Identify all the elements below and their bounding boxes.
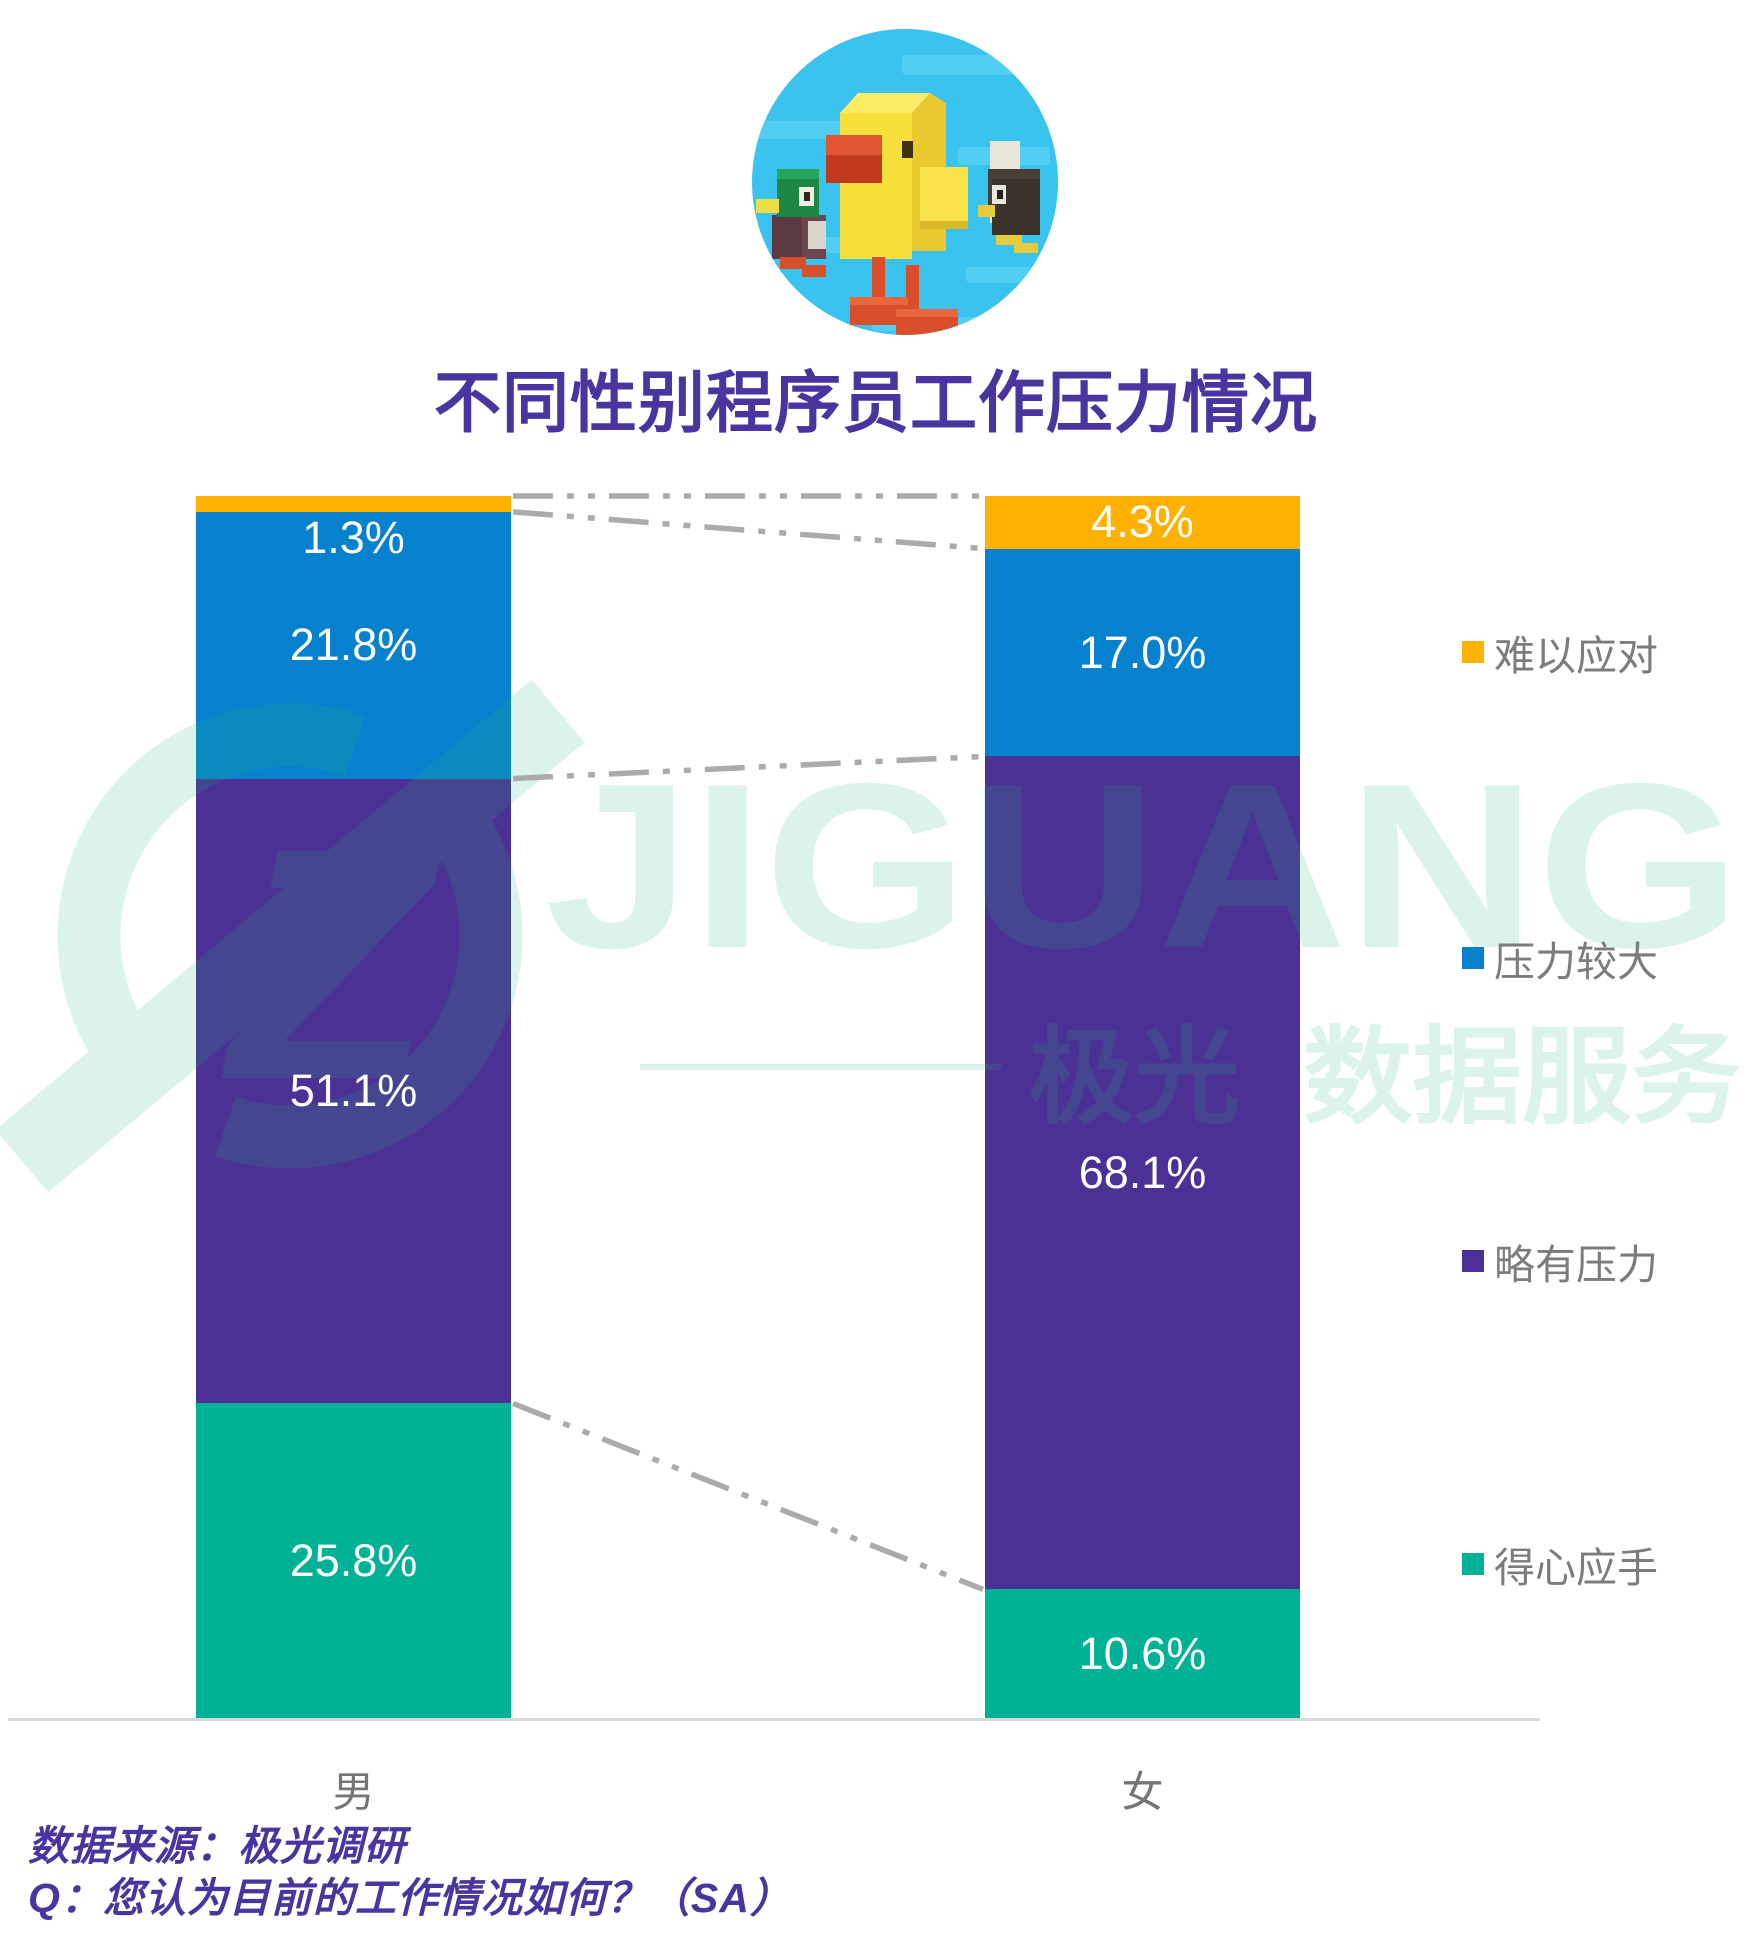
page-title: 不同性别程序员工作压力情况	[434, 366, 1318, 441]
x-axis-line	[8, 1718, 1540, 1721]
value-label: 17.0%	[1078, 626, 1207, 678]
connector-line-1	[512, 509, 984, 552]
category-label-男: 男	[332, 1768, 375, 1816]
value-label: 10.6%	[1078, 1628, 1207, 1680]
value-label: 21.8%	[289, 619, 418, 671]
legend-item-1: 压力较大	[1462, 935, 1658, 985]
value-label: 4.3%	[1091, 496, 1194, 548]
legend-item-0: 难以应对	[1462, 629, 1658, 679]
legend-label: 得心应手	[1494, 1545, 1658, 1591]
bar-segment-男-3	[196, 1403, 511, 1719]
legend-swatch-icon	[1462, 1250, 1484, 1272]
value-label: 1.3%	[302, 511, 405, 563]
legend-swatch-icon	[1462, 1553, 1484, 1575]
value-label: 51.1%	[289, 1064, 418, 1116]
legend-item-2: 略有压力	[1462, 1238, 1658, 1288]
watermark-cn-right: 数据服务	[1303, 1019, 1741, 1137]
connector-line-2	[512, 753, 984, 782]
legend-item-3: 得心应手	[1462, 1541, 1658, 1591]
watermark-rule	[640, 1064, 1002, 1070]
bar-segment-女-3	[985, 1589, 1300, 1719]
legend-swatch-icon	[1462, 641, 1484, 663]
legend-swatch-icon	[1462, 947, 1484, 969]
legend-label: 略有压力	[1494, 1242, 1658, 1288]
legend-label: 难以应对	[1494, 633, 1658, 679]
legend-label: 压力较大	[1494, 939, 1658, 985]
survey-question-note: Q：您认为目前的工作情况如何？（SA）	[28, 1875, 792, 1921]
value-label: 68.1%	[1078, 1146, 1207, 1198]
value-label: 25.8%	[289, 1535, 418, 1587]
bar-segment-女-1	[985, 548, 1300, 757]
connector-line-3	[511, 1400, 985, 1592]
mallard-duck-icon	[756, 169, 826, 277]
bar-segment-男-1	[196, 511, 511, 779]
bar-segment-女-2	[985, 756, 1300, 1590]
category-label-女: 女	[1121, 1768, 1164, 1816]
bar-segment-女-0	[985, 496, 1300, 549]
bar-segment-男-0	[196, 496, 511, 512]
yellow-chick-icon	[826, 93, 1020, 335]
black-duckling-icon	[978, 169, 1040, 253]
data-source-note: 数据来源：极光调研	[28, 1823, 406, 1869]
bar-segment-男-2	[196, 778, 511, 1404]
crossy-road-ducks-logo	[752, 29, 1058, 335]
